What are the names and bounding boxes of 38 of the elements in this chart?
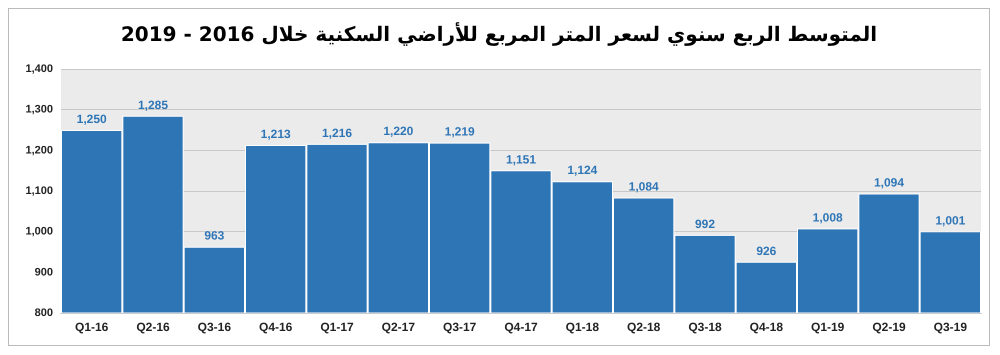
x-tick-label: Q1-18: [566, 320, 600, 334]
x-tick-label: Q1-17: [320, 320, 354, 334]
data-label: 1,001: [935, 213, 966, 228]
data-label: 963: [204, 228, 225, 243]
x-tick-label: Q4-18: [750, 320, 784, 334]
x-tick-label: Q2-19: [872, 320, 906, 334]
data-label: 1,084: [628, 180, 660, 194]
y-tick-label: 900: [34, 266, 53, 278]
y-tick-label: 1,100: [25, 185, 53, 197]
data-label: 1,094: [874, 175, 904, 190]
data-label: 1,124: [567, 163, 598, 178]
data-label: 1,213: [260, 127, 292, 142]
x-tick-label: Q4-16: [258, 320, 293, 334]
y-tick-label: 1,200: [25, 144, 53, 156]
data-label: 1,216: [322, 126, 352, 140]
y-tick-label: 800: [34, 307, 53, 319]
x-tick-label: Q3-19: [934, 320, 968, 334]
data-label: 1,250: [76, 112, 108, 126]
x-tick-label: Q3-17: [442, 320, 477, 334]
data-label: 1,151: [506, 152, 536, 166]
x-tick-label: Q3-16: [198, 320, 232, 334]
data-label: 992: [694, 216, 716, 231]
y-tick-label: 1,000: [25, 226, 53, 238]
x-tick-label: Q3-18: [688, 320, 722, 334]
y-tick-label: 1,300: [25, 104, 53, 116]
x-tick-label: Q1-19: [810, 320, 845, 334]
x-tick-label: Q1-16: [74, 320, 109, 334]
chart-title: المتوسط الربع سنوي لسعر المتر المربع للأراضي السكنية خلال 2016 - 2019: [120, 22, 878, 46]
data-label: 1,220: [383, 124, 414, 138]
x-tick-label: Q4-17: [504, 320, 538, 334]
x-tick-label: Q2-16: [136, 320, 170, 334]
y-tick-label: 1,400: [25, 63, 53, 75]
data-label: 1,285: [138, 98, 168, 112]
data-label: 926: [756, 244, 777, 258]
x-tick-label: Q2-18: [626, 320, 661, 334]
data-label: 1,219: [444, 124, 476, 139]
x-tick-label: Q2-17: [382, 320, 416, 334]
data-label: 1,008: [812, 210, 844, 224]
